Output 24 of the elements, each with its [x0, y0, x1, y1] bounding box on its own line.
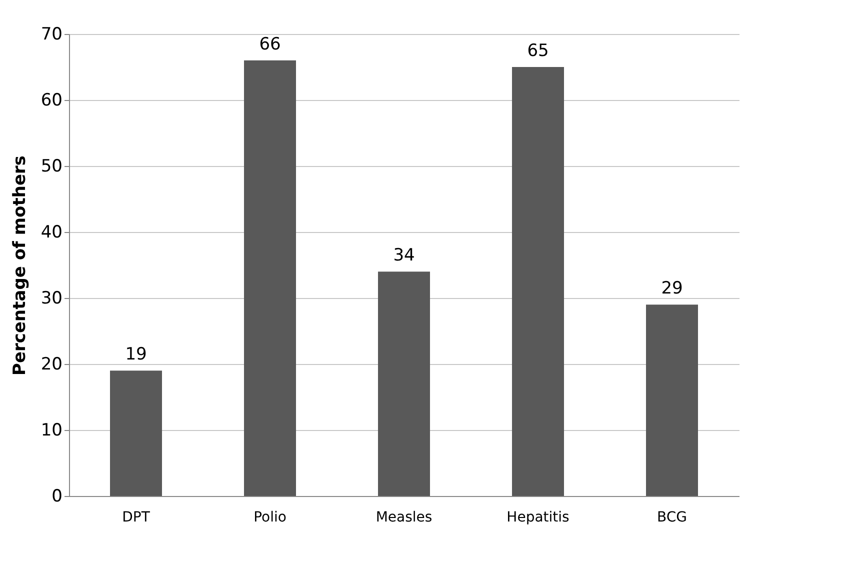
y-tick-label: 20 — [40, 354, 62, 374]
bar — [110, 370, 162, 496]
data-label: 34 — [393, 246, 415, 266]
x-tick-label: Polio — [254, 510, 286, 526]
bar — [512, 67, 564, 496]
x-tick-label: DPT — [122, 510, 150, 526]
y-tick-label: 70 — [40, 24, 62, 44]
x-tick-label: Measles — [376, 510, 432, 526]
bar — [378, 272, 430, 496]
y-tick-label: 10 — [40, 420, 62, 440]
data-label: 65 — [527, 41, 549, 61]
y-tick-label: 30 — [40, 288, 62, 308]
y-tick-label: 0 — [52, 486, 62, 506]
y-axis-title: Percentage of mothers — [10, 156, 30, 376]
y-tick-label: 60 — [40, 90, 62, 110]
x-tick-label: BCG — [657, 510, 687, 526]
data-label: 19 — [125, 344, 147, 365]
y-tick-label: 50 — [40, 156, 62, 176]
y-tick-label: 40 — [40, 222, 62, 242]
data-label: 66 — [259, 34, 281, 54]
data-label: 29 — [661, 278, 683, 299]
bar — [646, 304, 698, 496]
bar — [244, 60, 296, 496]
x-tick-label: Hepatitis — [506, 510, 570, 526]
